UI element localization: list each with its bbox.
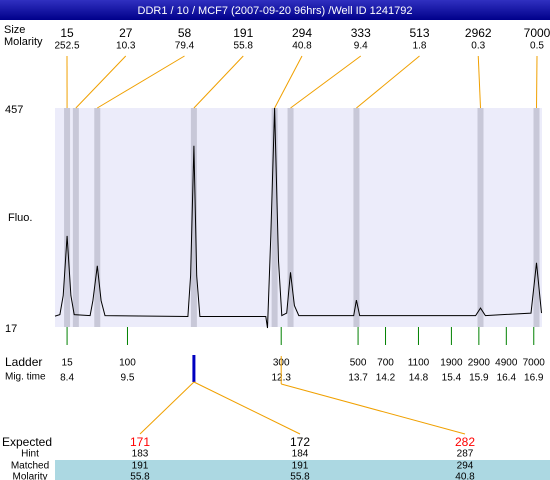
ladder-size: 2900 <box>468 358 491 369</box>
row-label: Expected <box>2 435 52 449</box>
peak-size: 7000 <box>524 26 550 40</box>
matched-value: 191 <box>292 461 309 472</box>
ladder-size: 100 <box>119 358 136 369</box>
ladder-size: 700 <box>377 358 394 369</box>
molarity-value: 55.8 <box>290 472 310 480</box>
ladder-time: 8.4 <box>60 373 74 384</box>
expected-value: 172 <box>290 435 310 449</box>
peak-size: 15 <box>60 26 74 40</box>
molarity-header: Molarity <box>4 36 43 48</box>
peak-molarity: 40.8 <box>292 41 312 52</box>
y-tick-label: 457 <box>5 104 23 116</box>
peak-molarity: 252.5 <box>54 41 79 52</box>
peak-band <box>477 108 484 327</box>
peak-molarity: 9.4 <box>354 41 368 52</box>
ladder-size: 1900 <box>440 358 463 369</box>
size-header: Size <box>4 24 25 36</box>
ladder-time: 16.9 <box>524 373 544 384</box>
title: DDR1 / 10 / MCF7 (2007-09-20 96hrs) /Wel… <box>138 5 413 17</box>
connector <box>193 381 301 435</box>
molarity-value: 40.8 <box>455 472 475 480</box>
ladder-size: 500 <box>350 358 367 369</box>
molarity-value: 55.8 <box>130 472 150 480</box>
peak-band <box>64 108 71 327</box>
ladder-label: Ladder <box>5 355 42 369</box>
title-bar <box>0 0 550 20</box>
peak-size: 333 <box>351 26 371 40</box>
peak-molarity: 0.3 <box>471 41 485 52</box>
matched-band <box>55 460 550 480</box>
peak-size: 513 <box>409 26 429 40</box>
peak-size: 191 <box>233 26 253 40</box>
mig-time-label: Mig. time <box>5 372 46 383</box>
peak-band <box>190 108 197 327</box>
row-label: Matched <box>11 461 49 472</box>
ladder-time: 13.7 <box>348 373 368 384</box>
ladder-size: 15 <box>62 358 74 369</box>
peak-molarity: 55.8 <box>234 41 254 52</box>
plot-area <box>55 108 542 327</box>
ladder-time: 14.2 <box>376 373 396 384</box>
ladder-size: 1100 <box>408 358 430 369</box>
hint-value: 184 <box>292 449 309 460</box>
ladder-time: 14.8 <box>409 373 429 384</box>
peak-size: 294 <box>292 26 312 40</box>
peak-molarity: 79.4 <box>175 41 195 52</box>
peak-molarity: 0.5 <box>530 41 544 52</box>
connector <box>193 55 244 109</box>
peak-size: 2962 <box>465 26 492 40</box>
connector <box>356 55 420 109</box>
row-label: Hint <box>21 449 39 460</box>
connector <box>75 55 127 109</box>
peak-band <box>94 108 101 327</box>
expected-value: 282 <box>455 435 475 449</box>
hint-value: 287 <box>457 449 474 460</box>
connector <box>290 55 362 109</box>
peak-size: 58 <box>178 26 192 40</box>
ladder-time: 15.4 <box>442 373 462 384</box>
ladder-time: 9.5 <box>121 373 135 384</box>
peak-molarity: 1.8 <box>413 41 427 52</box>
peak-band <box>353 108 360 327</box>
matched-value: 191 <box>132 461 149 472</box>
peak-molarity: 10.3 <box>116 41 136 52</box>
ladder-time: 16.4 <box>497 373 517 384</box>
y-tick-label: 17 <box>5 323 17 335</box>
peak-band <box>533 108 540 327</box>
ladder-size: 7000 <box>523 358 546 369</box>
connector <box>274 55 303 109</box>
connector <box>281 383 466 435</box>
row-label: Molarity <box>12 472 47 480</box>
connector <box>97 55 185 109</box>
peak-size: 27 <box>119 26 133 40</box>
peak-band <box>271 108 278 327</box>
trace <box>54 107 542 329</box>
expected-value: 171 <box>130 435 150 449</box>
hint-value: 183 <box>132 449 149 460</box>
matched-value: 294 <box>457 461 474 472</box>
y-axis-label: Fluo. <box>8 212 32 224</box>
ladder-time: 15.9 <box>469 373 489 384</box>
connector <box>139 381 195 435</box>
ladder-size: 4900 <box>495 358 518 369</box>
peak-band <box>72 108 79 327</box>
peak-band <box>287 108 294 327</box>
connector <box>477 55 482 109</box>
